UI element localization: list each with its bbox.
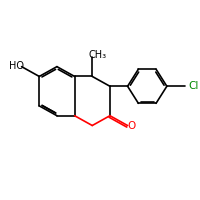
Text: Cl: Cl [188,81,199,91]
Text: CH₃: CH₃ [88,50,106,60]
Text: O: O [127,121,135,131]
Text: HO: HO [9,61,24,71]
